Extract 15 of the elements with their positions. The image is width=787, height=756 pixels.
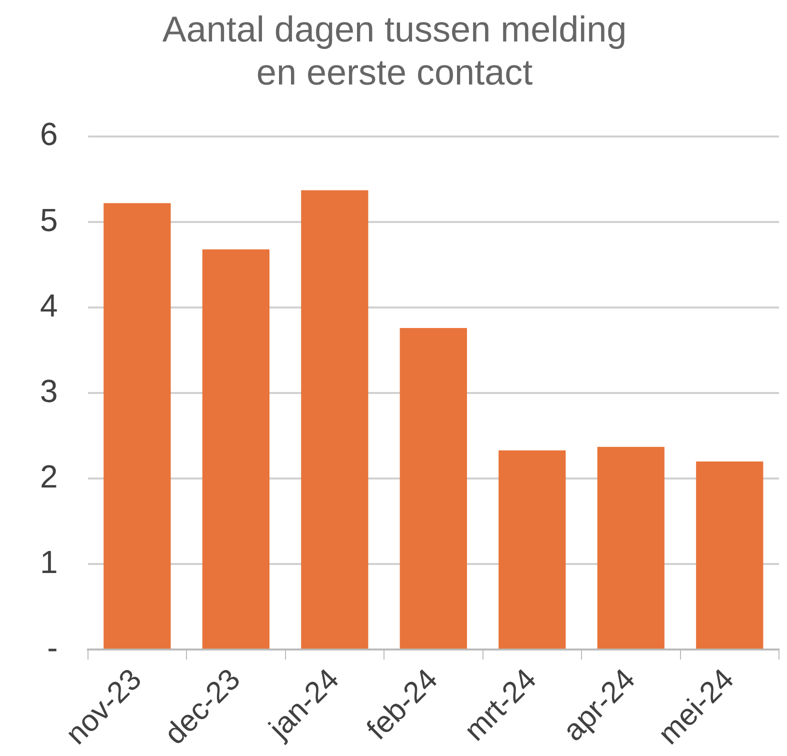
y-tick-label: 5 [40,202,58,238]
y-tick-label: 4 [40,287,58,324]
bar [498,450,566,649]
y-tick-label: 1 [40,544,58,580]
chart-title: Aantal dagen tussen melding en eerste contact [162,8,627,93]
y-tick-label: - [47,630,58,666]
y-tick-label: 6 [40,116,58,152]
bar [104,203,171,649]
bar [400,328,467,649]
bar [597,446,664,649]
bar [202,249,270,649]
bar [696,461,764,649]
y-tick-label: 2 [40,458,58,494]
bar [301,190,368,649]
y-tick-label: 3 [40,372,58,409]
